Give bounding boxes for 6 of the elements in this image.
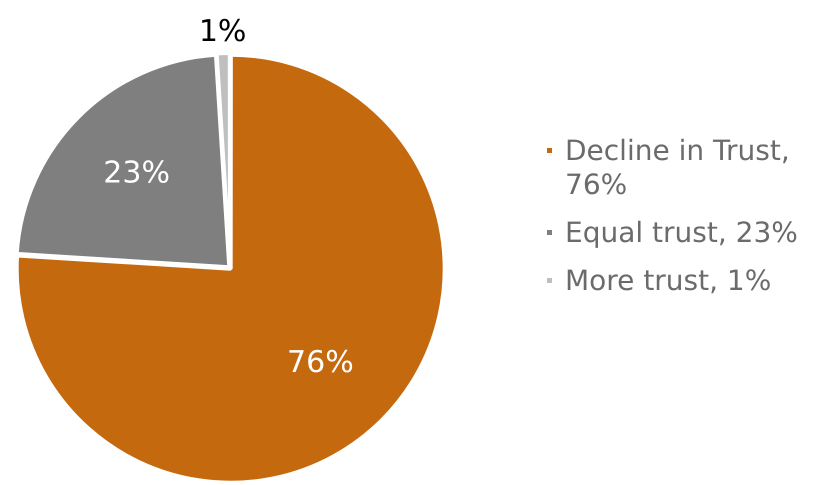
- legend-label: Decline in Trust, 76%: [564, 134, 791, 202]
- data-label: 1%: [198, 14, 246, 49]
- legend-label: Equal trust, 23%: [564, 216, 799, 250]
- data-label: 76%: [287, 345, 354, 380]
- legend-label: More trust, 1%: [564, 264, 772, 298]
- data-label: 23%: [103, 155, 170, 190]
